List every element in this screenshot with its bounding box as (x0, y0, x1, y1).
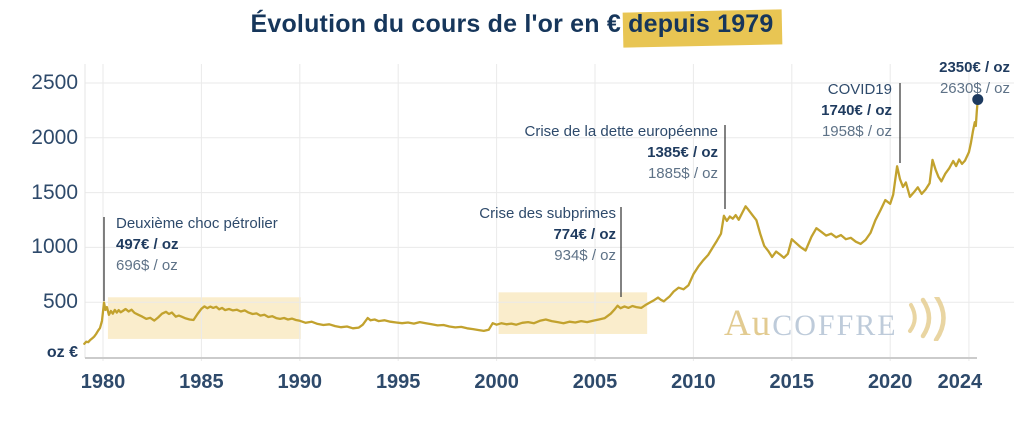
annotation-text-line: 934$ / oz (554, 247, 616, 264)
x-tick-label: 1985 (179, 371, 224, 393)
x-tick-label: 2000 (474, 371, 519, 393)
x-tick-label: 2005 (572, 371, 618, 393)
chart-annotation: Crise de la dette européenne 1385€ / oz 18… (525, 121, 718, 184)
x-tick-label: 1980 (80, 371, 126, 393)
annotation-text-line: Crise des subprimes (479, 205, 616, 222)
x-tick-label: 1995 (375, 371, 421, 393)
y-tick-label: 1500 (31, 180, 78, 204)
chart-annotation: Crise des subprimes 774€ / oz 934$ / oz (479, 203, 616, 266)
annotation-text-line: Crise de la dette européenne (524, 123, 718, 140)
annotation-text-line: 1385€ / oz (647, 144, 718, 161)
annotation-text-line: 497€ / oz (116, 236, 179, 253)
highlight-band (498, 292, 648, 334)
y-tick-label: 2500 (31, 71, 78, 94)
page-title: Évolution du cours de l'or en € depuis 1… (0, 10, 1024, 39)
y-tick-label: 1000 (31, 235, 78, 259)
y-tick-label: 2000 (31, 125, 78, 149)
gold-price-line (83, 98, 979, 345)
annotation-text-line: 1740€ / oz (821, 102, 892, 119)
x-tick-label: 2010 (671, 371, 716, 393)
highlight-band (107, 297, 301, 339)
annotation-text-line: 2350€ / oz (939, 59, 1010, 76)
x-tick-label: 2020 (867, 371, 913, 393)
x-tick-label: 1990 (277, 371, 323, 393)
page-title-main: Évolution du cours de l'or en € (250, 10, 622, 38)
chart-annotation: Deuxième choc pétrolier 497€ / oz 696$ / o… (116, 213, 278, 276)
latest-price-dot (972, 93, 984, 105)
annotation-text-line: Deuxième choc pétrolier (116, 215, 278, 232)
page-title-highlight: depuis 1979 (628, 10, 774, 38)
y-tick-label: 500 (42, 290, 78, 314)
annotation-text-line: 774€ / oz (553, 226, 616, 243)
x-tick-label: 2015 (769, 371, 815, 393)
annotation-text-line: 696$ / oz (116, 257, 178, 274)
y-axis-unit-label: oz € (46, 344, 78, 361)
chart-annotation: 2350€ / oz 2630$ / oz (939, 57, 1010, 99)
chart-annotation: COVID19 1740€ / oz 1958$ / oz (821, 79, 892, 142)
annotation-text-line: 1885$ / oz (647, 165, 718, 182)
annotation-text-line: COVID19 (827, 81, 892, 98)
x-tick-label: 2024 (937, 371, 983, 393)
annotation-text-line: 1958$ / oz (821, 123, 892, 140)
annotation-text-line: 2630$ / oz (939, 80, 1010, 97)
